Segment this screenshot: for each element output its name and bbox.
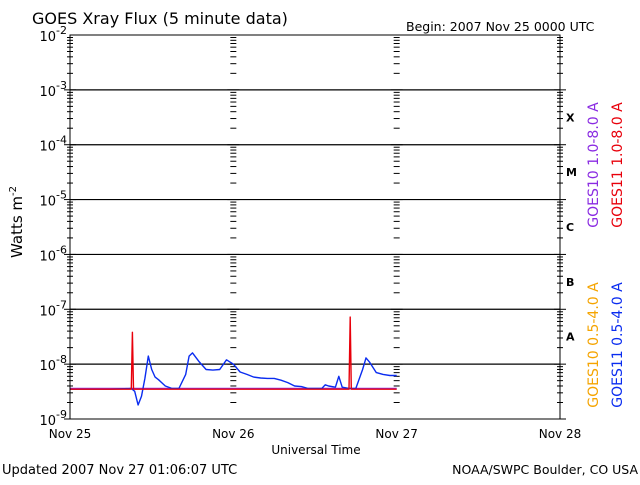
- y-tick-base: 10: [39, 304, 56, 319]
- updated-timestamp: Updated 2007 Nov 27 01:06:07 UTC: [2, 463, 237, 478]
- series-line: [70, 352, 397, 406]
- flare-class-labels: X M C B A: [566, 111, 577, 343]
- y-tick-label: 10-5: [39, 189, 67, 210]
- y-tick-exponent: -6: [56, 243, 67, 256]
- x-axis-title: Universal Time: [271, 443, 360, 457]
- legend-entry: GOES10 0.5-4.0 A: [586, 282, 602, 408]
- y-tick-base: 10: [39, 85, 56, 100]
- y-tick-exponent: -2: [56, 24, 67, 37]
- y-axis-title-text: Watts m: [8, 196, 26, 258]
- flare-class-label: M: [566, 166, 577, 179]
- data-series: [70, 316, 397, 406]
- x-tick-label: Nov 28: [539, 427, 582, 441]
- y-axis-title: Watts m-2: [8, 186, 26, 258]
- y-tick-base: 10: [39, 359, 56, 374]
- begin-date: Begin: 2007 Nov 25 0000 UTC: [406, 19, 595, 34]
- grid: [64, 37, 566, 420]
- y-tick-base: 10: [39, 195, 56, 210]
- y-tick-label: 10-7: [39, 298, 67, 319]
- y-tick-base: 10: [39, 140, 56, 155]
- x-axis-labels: Nov 25 Nov 26 Nov 27 Nov 28: [49, 427, 582, 441]
- flare-class-label: C: [566, 221, 574, 234]
- y-axis-title-exp: -2: [8, 186, 19, 196]
- y-tick-base: 10: [39, 249, 56, 264]
- chart-title: GOES Xray Flux (5 minute data): [32, 9, 288, 28]
- y-tick-base: 10: [39, 414, 56, 429]
- y-tick-label: 10-4: [39, 134, 67, 155]
- y-tick-label: 10-3: [39, 79, 67, 100]
- series-line: [70, 316, 397, 390]
- y-tick-base: 10: [39, 30, 56, 45]
- y-tick-exponent: -5: [56, 189, 67, 202]
- legend: GOES10 1.0-8.0 A GOES11 1.0-8.0 A GOES10 0…: [586, 102, 626, 408]
- y-tick-exponent: -3: [56, 79, 67, 92]
- legend-entry: GOES11 0.5-4.0 A: [610, 282, 626, 408]
- y-axis-labels: 10-210-310-410-510-610-710-810-9: [39, 24, 67, 429]
- y-tick-exponent: -8: [56, 353, 67, 366]
- flare-class-label: A: [566, 331, 575, 344]
- plot-frame: [69, 34, 561, 420]
- x-tick-label: Nov 27: [375, 427, 418, 441]
- legend-entry: GOES11 1.0-8.0 A: [610, 102, 626, 228]
- source-credit: NOAA/SWPC Boulder, CO USA: [452, 462, 638, 477]
- x-tick-label: Nov 26: [212, 427, 255, 441]
- flare-class-label: X: [566, 111, 575, 124]
- y-tick-label: 10-9: [39, 408, 67, 429]
- y-tick-exponent: -7: [56, 298, 67, 311]
- x-tick-label: Nov 25: [49, 427, 92, 441]
- legend-entry: GOES10 1.0-8.0 A: [586, 102, 602, 228]
- y-tick-label: 10-6: [39, 243, 67, 264]
- y-tick-label: 10-2: [39, 24, 67, 45]
- y-tick-label: 10-8: [39, 353, 67, 374]
- y-tick-exponent: -4: [56, 134, 67, 147]
- y-tick-exponent: -9: [56, 408, 67, 421]
- flare-class-label: B: [566, 276, 574, 289]
